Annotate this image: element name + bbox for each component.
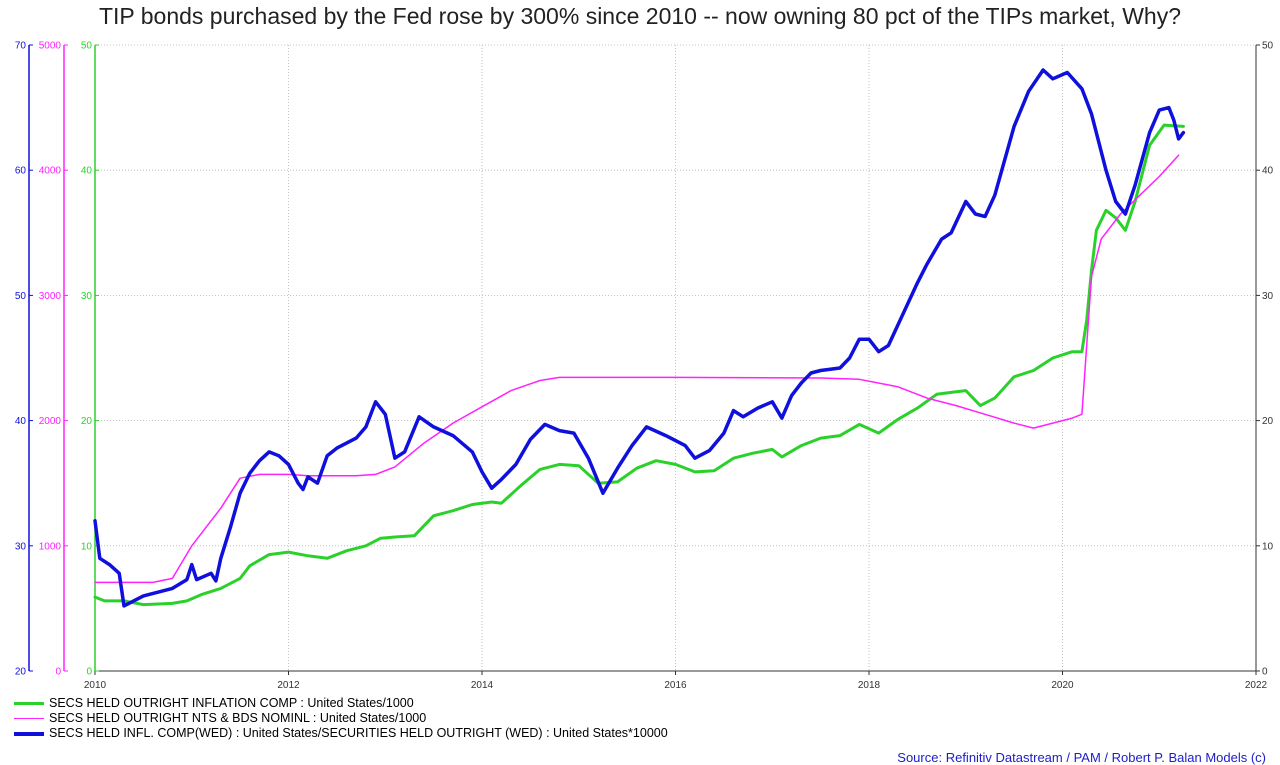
series-line-0 [93,123,1185,607]
blue-axis-tick-label: 70 [15,41,27,52]
right-axis-tick-label: 30 [1262,291,1274,302]
blue-axis-tick-label: 60 [15,166,27,177]
chart-title: TIP bonds purchased by the Fed rose by 3… [98,3,1181,29]
legend-swatch-blue [14,731,44,736]
blue-axis-tick-label: 20 [15,667,27,678]
x-tick-label: 2018 [858,680,881,691]
x-tick-label: 2020 [1051,680,1074,691]
x-tick-label: 2016 [664,680,687,691]
x-tick-label: 2010 [84,680,107,691]
magenta-axis-tick-label: 5000 [39,41,62,52]
green-axis-tick-label: 30 [81,291,93,302]
legend-label: SECS HELD OUTRIGHT INFLATION COMP : Unit… [49,696,414,710]
source-note: Source: Refinitiv Datastream / PAM / Rob… [897,750,1266,765]
x-tick-label: 2014 [471,680,494,691]
green-axis-tick-label: 40 [81,166,93,177]
magenta-axis-tick-label: 3000 [39,291,62,302]
series-line-2 [93,68,1186,608]
right-axis-tick-label: 0 [1262,667,1268,678]
green-axis-tick-label: 50 [81,41,93,52]
legend-item-inflation-share: SECS HELD INFL. COMP(WED) : United State… [14,726,668,741]
axes: 2010 2012 2014 2016 2018 2020 2022203040506070… [15,41,1274,692]
right-axis-tick-label: 50 [1262,41,1274,52]
legend: SECS HELD OUTRIGHT INFLATION COMP : Unit… [14,696,668,741]
legend-swatch-green [14,702,44,705]
blue-axis-tick-label: 50 [15,291,27,302]
magenta-axis-tick-label: 0 [55,667,61,678]
blue-axis-tick-label: 30 [15,541,27,552]
magenta-axis-tick-label: 2000 [39,416,62,427]
right-axis-tick-label: 10 [1262,541,1274,552]
legend-label: SECS HELD OUTRIGHT NTS & BDS NOMINL : Un… [49,711,427,725]
legend-swatch-magenta [14,718,44,719]
series-line-1 [94,154,1180,584]
legend-item-inflation-comp: SECS HELD OUTRIGHT INFLATION COMP : Unit… [14,696,668,711]
legend-item-nominal-notes-bonds: SECS HELD OUTRIGHT NTS & BDS NOMINL : Un… [14,711,668,726]
green-axis-tick-label: 10 [81,541,93,552]
right-axis-tick-label: 40 [1262,166,1274,177]
right-axis-tick-label: 20 [1262,416,1274,427]
x-tick-label: 2022 [1245,680,1268,691]
blue-axis-tick-label: 40 [15,416,27,427]
magenta-axis-tick-label: 1000 [39,541,62,552]
legend-label: SECS HELD INFL. COMP(WED) : United State… [49,726,668,740]
magenta-axis-tick-label: 4000 [39,166,62,177]
green-axis-tick-label: 20 [81,416,93,427]
green-axis-tick-label: 0 [86,667,92,678]
grid-lines [94,44,1257,672]
series-lines [93,68,1186,608]
x-tick-label: 2012 [277,680,300,691]
